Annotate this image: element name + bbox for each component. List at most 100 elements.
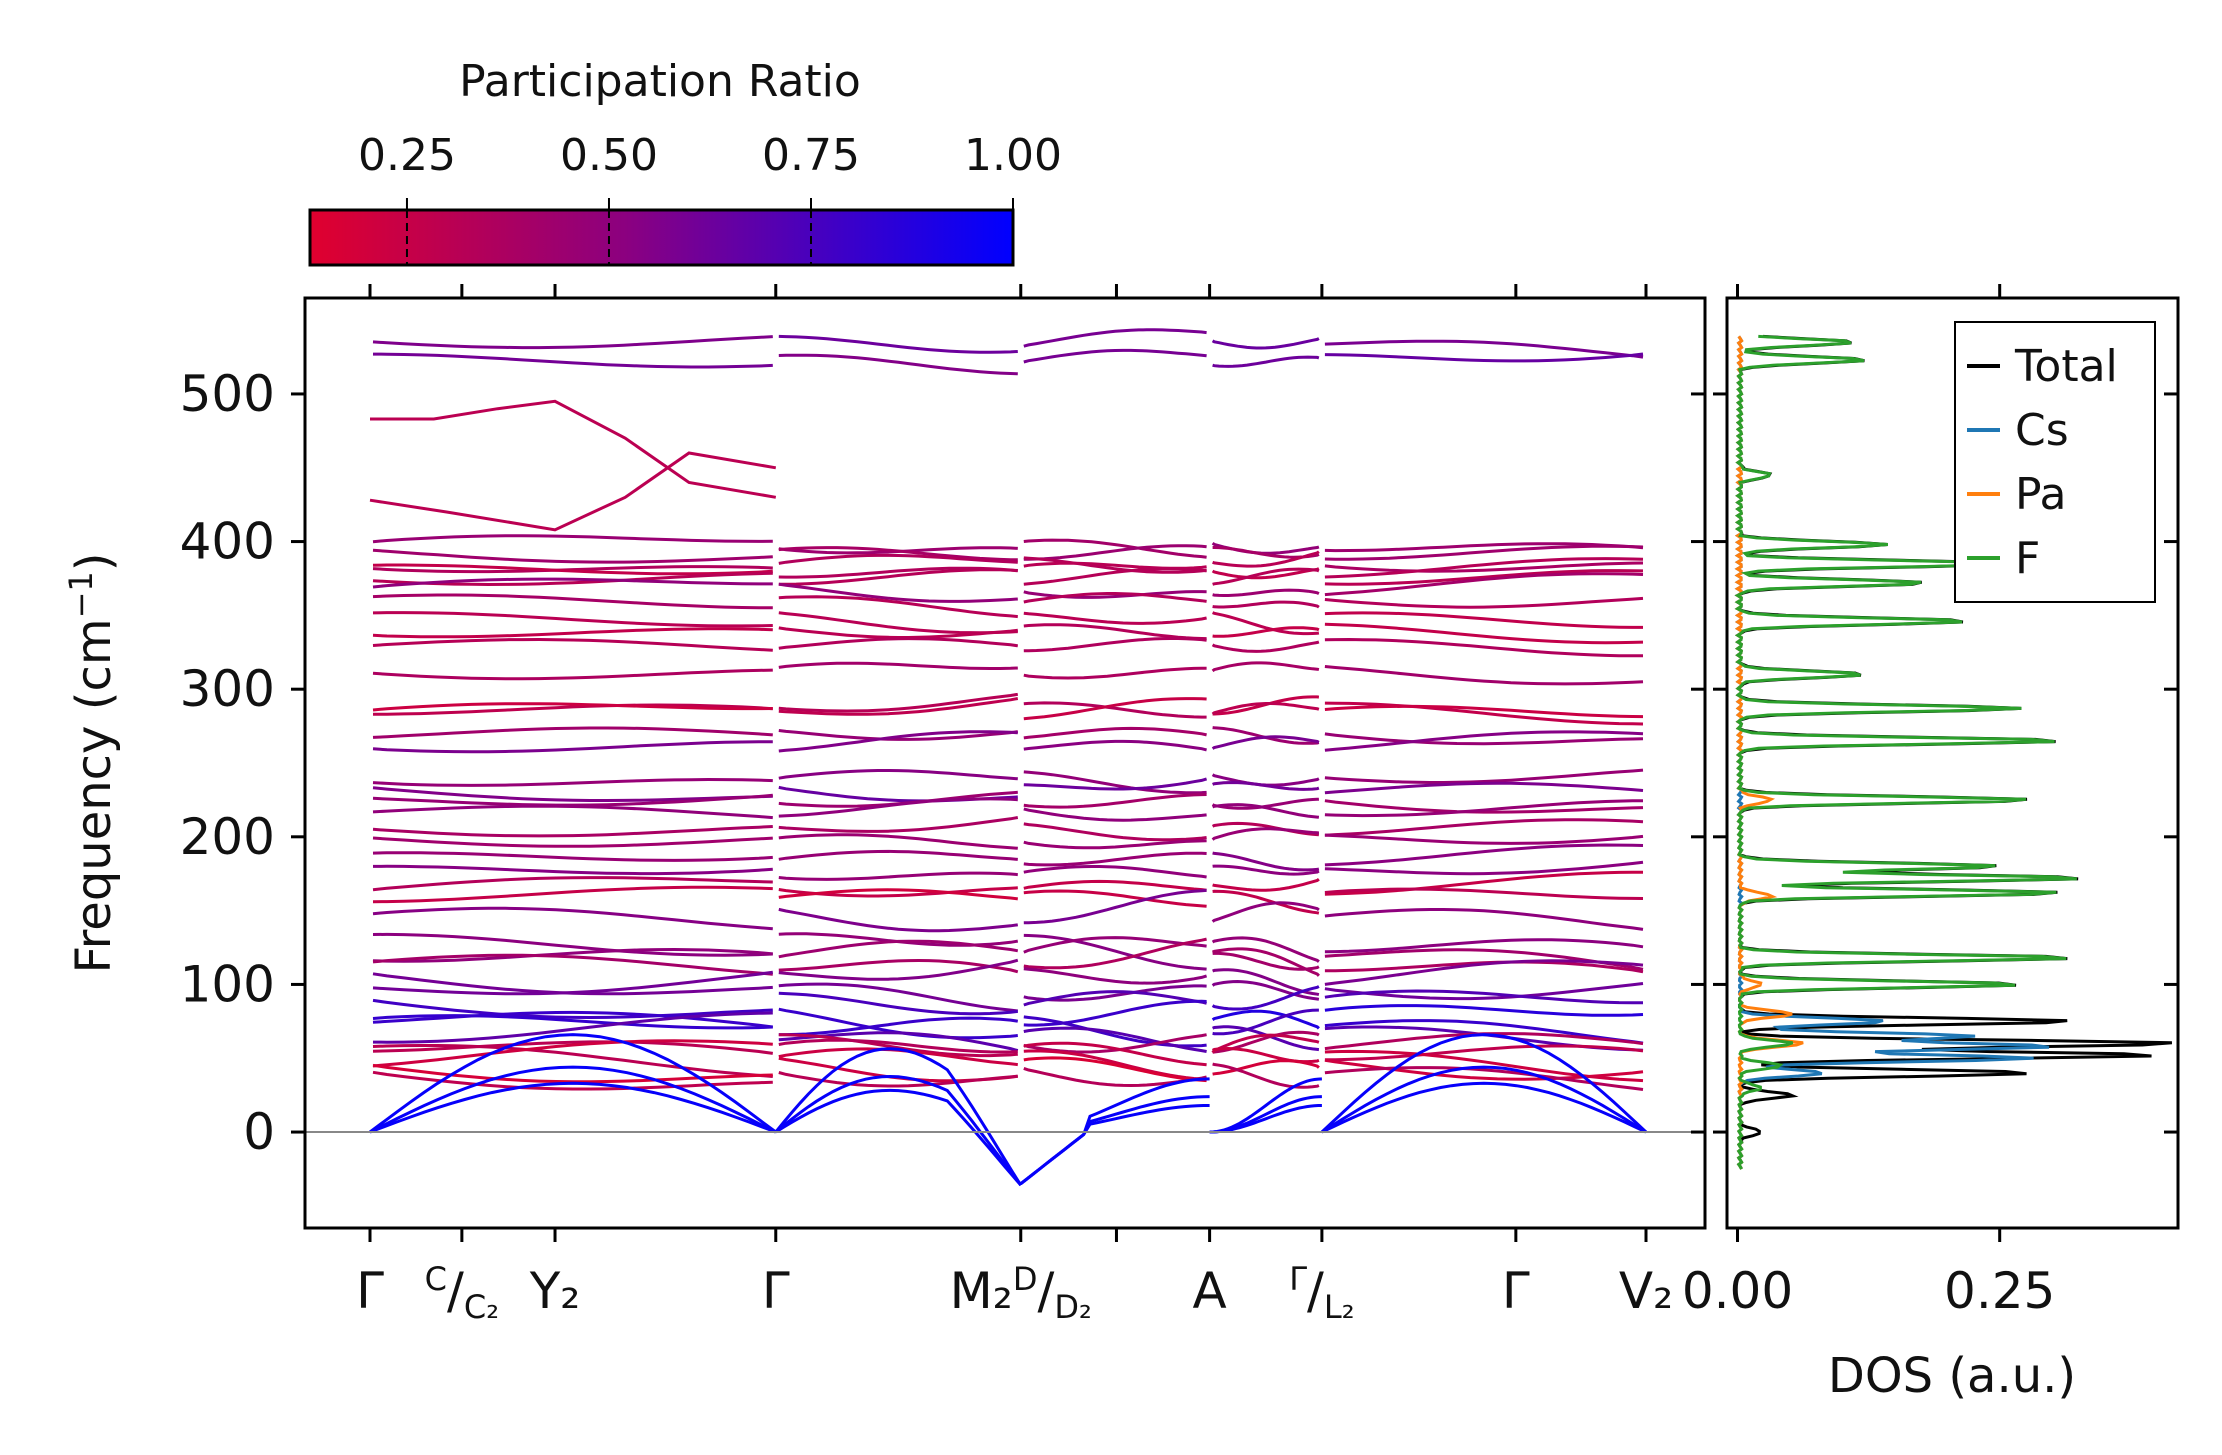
band-line [372,970,773,996]
x-tick-label: Γ [1502,1262,1530,1320]
y-tick-label: 0 [243,1103,275,1161]
dos-x-tick-labels: 0.00 0.25 [1682,1262,2056,1320]
band-line [1023,556,1207,574]
band-line [1023,879,1207,892]
band-line [1023,328,1207,348]
band-line [1023,933,1207,971]
band-line [778,661,1018,670]
band-line [1324,959,1644,986]
band-line [778,982,1018,1013]
band-line [1212,600,1320,609]
band-line [1324,818,1644,837]
band-line [1324,799,1644,818]
band-line [1212,889,1320,915]
band-line [1324,622,1644,645]
y-axis-label-tail: ) [66,552,122,571]
band-line [1023,967,1208,985]
band-line [778,697,1019,716]
band-line [1023,623,1207,641]
colorbar-tick-label: 0.75 [762,130,860,181]
colorbar: Participation Ratio 0.25 0.50 0.75 1.00 [308,56,1062,267]
band-line [778,692,1019,713]
dos-legend: Total Cs Pa F [1954,321,2156,603]
band-line [1212,803,1320,819]
band-line [1023,1056,1207,1083]
x-tick-label: Γ [762,1262,790,1320]
band-line [1023,999,1207,1027]
band-line [372,637,773,652]
band-line [1212,851,1320,872]
band-line [774,1047,1023,1186]
band-line [1212,611,1320,636]
band-line [1023,839,1207,850]
band-line [372,593,773,610]
colorbar-gradient [308,208,1015,267]
band-line [372,702,773,712]
band-line [372,1014,773,1030]
band-line [1211,1009,1320,1030]
band-line [1211,979,1320,1001]
band-line [1023,889,1207,908]
band-line [1324,860,1644,876]
band-line [778,932,1019,947]
band-line [372,825,773,838]
band-line [369,1081,777,1134]
band-line [1212,780,1320,791]
band-line [1023,611,1207,625]
dos-panel: 0.00 0.25 DOS (a.u.) Total Cs Pa F [1682,284,2180,1404]
band-line [1212,726,1320,745]
dos-x-tick-label: 0.25 [1944,1262,2055,1320]
band-line [1023,937,1207,970]
band-line [372,611,773,628]
band-line [1209,1095,1322,1134]
band-line [1212,567,1320,586]
band-line [372,947,773,963]
band-line [1212,864,1320,876]
band-line [1324,596,1644,609]
band-line [778,1038,1018,1054]
band-line [369,1033,777,1134]
band-line [1212,588,1320,597]
band-line [778,958,1019,981]
band-line [778,907,1019,933]
dos-pa-line [1734,335,1804,1170]
band-line [1324,704,1644,719]
band-line [778,334,1018,354]
band-line [372,953,773,976]
band-line [1023,348,1207,364]
band-line [775,1088,1022,1187]
y-tick-label: 400 [180,513,275,571]
band-line [1324,781,1644,795]
y-tick-label: 300 [180,660,275,718]
band-line [778,553,1018,565]
band-line [1324,557,1644,579]
band-line [1211,661,1320,673]
band-line [1324,730,1644,752]
band-line [372,1010,773,1029]
band-line [1211,985,1320,1011]
band-line [372,1011,773,1044]
band-line [1321,1081,1647,1134]
band-line [1023,888,1207,925]
band-line [372,563,773,576]
band-line [778,833,1018,850]
band-line [372,534,773,544]
band-line [778,1016,1019,1037]
dos-axis-ticks [1713,284,2178,1242]
y-tick-label: 100 [180,955,275,1013]
band-line [1023,666,1207,680]
band-line [1211,1033,1320,1054]
band-line [1023,822,1207,842]
dos-x-tick-label: 0.00 [1682,1262,1793,1320]
band-line [1023,1041,1207,1067]
band-line [372,998,773,1020]
band-line [372,335,773,350]
band-line [1324,799,1644,814]
band-line [778,582,1018,603]
band-line [1324,732,1644,746]
band-line [1211,901,1320,923]
band-line [1023,590,1207,599]
legend-label: Cs [2015,405,2069,456]
